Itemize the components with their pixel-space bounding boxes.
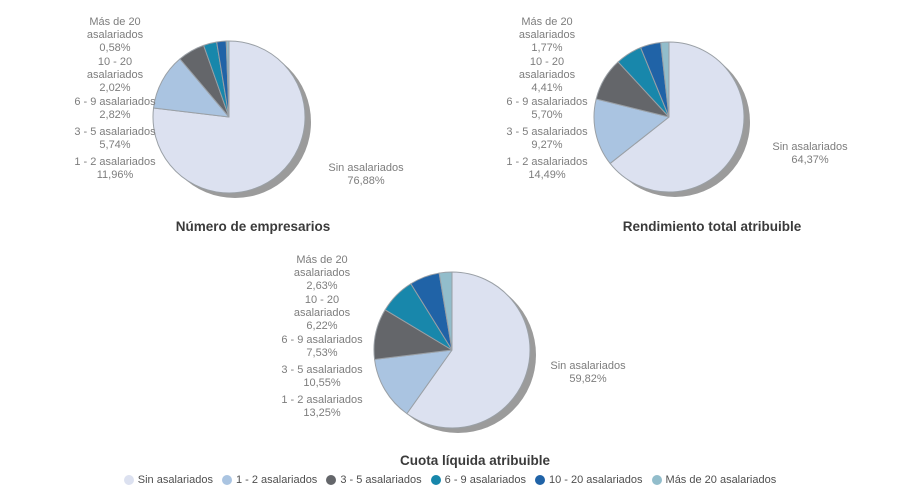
legend-dot	[123, 475, 134, 485]
legend-dot	[326, 475, 337, 485]
legend-item-10-20-asalariados: 10 - 20 asalariados	[534, 474, 643, 486]
mas-de-20-asalariados-slice	[438, 271, 453, 351]
legend-dot	[430, 475, 441, 485]
legend-item-1-2-asalariados: 1 - 2 asalariados	[221, 474, 318, 486]
slice-label: 6 - 9 asalariados 7,53%	[281, 334, 363, 359]
legend-label: Más de 20 asalariados	[665, 474, 777, 486]
sin-asalariados-label-cuota-liquida: Sin asalariados 59,82%	[550, 360, 626, 385]
slice-label: Más de 20 asalariados 0,58%	[86, 16, 144, 54]
legend-item-mas-de-20-asalariados: Más de 20 asalariados	[651, 474, 777, 486]
slice-label: Más de 20 asalariados 2,63%	[293, 254, 351, 292]
slice-label: 1 - 2 asalariados 14,49%	[506, 156, 588, 181]
mas-de-20-asalariados-slice	[225, 40, 230, 118]
sin-asalariados-slice	[609, 41, 745, 193]
slice-label: 3 - 5 asalariados 10,55%	[281, 364, 363, 389]
sin-asalariados-slice	[406, 271, 531, 429]
pie-cuota-liquida-atribuible	[373, 271, 536, 433]
chart-title-cuota-liquida: Cuota líquida atribuible	[399, 453, 551, 468]
legend-item-6-9-asalariados: 6 - 9 asalariados	[430, 474, 526, 486]
sin-asalariados-slice	[152, 40, 306, 194]
legend-label: 1 - 2 asalariados	[235, 474, 318, 486]
slice-label: 1 - 2 asalariados 13,25%	[281, 394, 363, 419]
legend-label: 10 - 20 asalariados	[548, 474, 643, 486]
chart-title-numero-de-empresarios: Número de empresarios	[175, 219, 331, 234]
legend-item-sin-asalariados: Sin asalariados	[123, 474, 213, 486]
1-2-asalariados-slice	[374, 349, 453, 415]
slice-label: Más de 20 asalariados 1,77%	[518, 16, 576, 54]
legend-dot	[651, 475, 662, 485]
slice-label: 6 - 9 asalariados 2,82%	[74, 96, 156, 121]
chart-legend: Sin asalariados 1 - 2 asalariados 3 - 5 as…	[0, 474, 900, 486]
slice-labels-rendimiento-total: Más de 20 asalariados 1,77% 10 - 20 asalaria…	[488, 16, 606, 186]
sin-asalariados-label-numero-de-empresarios: Sin asalariados 76,88%	[328, 162, 404, 187]
legend-dot	[534, 475, 545, 485]
slice-labels-numero-de-empresarios: Más de 20 asalariados 0,58% 10 - 20 asalaria…	[56, 16, 174, 186]
slice-label: 3 - 5 asalariados 9,27%	[506, 126, 588, 151]
legend-dot	[221, 475, 232, 485]
slice-label: 10 - 20 asalariados 2,02%	[86, 56, 144, 94]
slice-label: 10 - 20 asalariados 6,22%	[293, 294, 351, 332]
pie-rendimiento-total-atribuible	[593, 41, 750, 197]
legend-label: 6 - 9 asalariados	[444, 474, 526, 486]
slice-label: 6 - 9 asalariados 5,70%	[506, 96, 588, 121]
pie-numero-de-empresarios	[152, 40, 311, 198]
legend-label: 3 - 5 asalariados	[340, 474, 422, 486]
slice-label: 3 - 5 asalariados 5,74%	[74, 126, 156, 151]
mas-de-20-asalariados-slice	[660, 41, 670, 118]
slice-labels-cuota-liquida: Más de 20 asalariados 2,63% 10 - 20 asalaria…	[263, 254, 381, 424]
slice-label: 1 - 2 asalariados 11,96%	[74, 156, 156, 181]
sin-asalariados-label-rendimiento-total: Sin asalariados 64,37%	[772, 141, 848, 166]
legend-item-3-5-asalariados: 3 - 5 asalariados	[326, 474, 422, 486]
1-2-asalariados-slice	[593, 98, 670, 164]
chart-title-rendimiento-total: Rendimiento total atribuible	[622, 219, 802, 234]
slice-label: 10 - 20 asalariados 4,41%	[518, 56, 576, 94]
legend-label: Sin asalariados	[137, 474, 213, 486]
